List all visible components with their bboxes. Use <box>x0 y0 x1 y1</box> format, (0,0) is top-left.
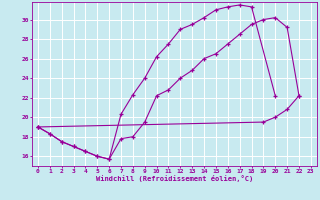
X-axis label: Windchill (Refroidissement éolien,°C): Windchill (Refroidissement éolien,°C) <box>96 175 253 182</box>
